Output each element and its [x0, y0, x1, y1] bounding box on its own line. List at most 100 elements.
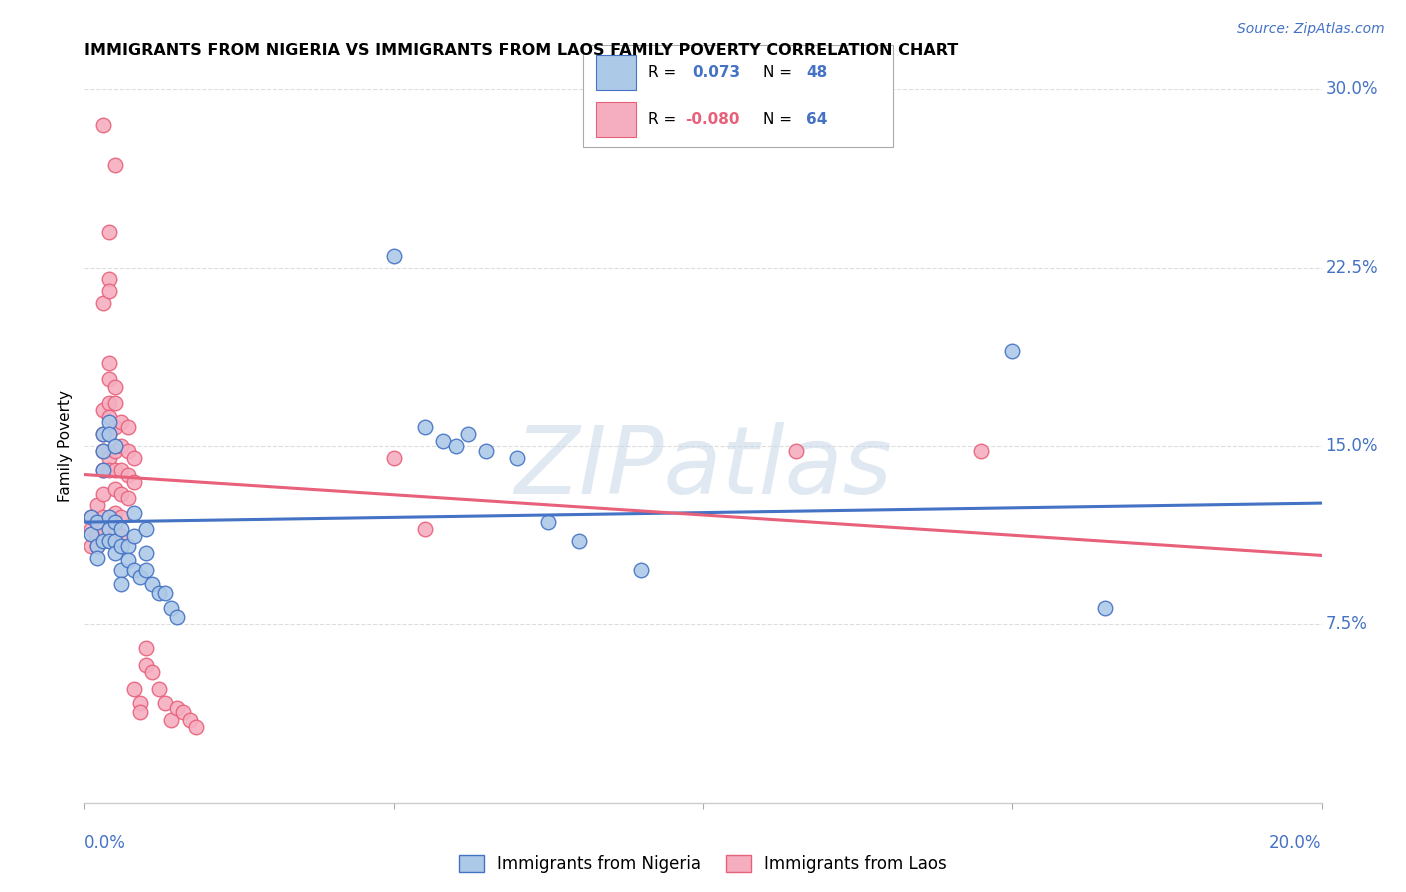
Point	[98, 396, 121, 410]
Point	[457, 427, 479, 442]
Text: R =: R =	[648, 65, 676, 79]
Point	[86, 515, 108, 529]
Text: 30.0%: 30.0%	[1326, 80, 1378, 98]
Point	[91, 443, 114, 458]
Point	[110, 486, 132, 500]
Point	[91, 118, 114, 132]
Text: Source: ZipAtlas.com: Source: ZipAtlas.com	[1237, 22, 1385, 37]
Point	[970, 443, 993, 458]
Point	[413, 522, 436, 536]
Point	[98, 410, 121, 425]
Point	[110, 415, 132, 429]
Point	[506, 450, 529, 465]
Point	[166, 610, 188, 624]
Point	[104, 522, 127, 536]
Point	[79, 539, 101, 553]
Point	[122, 681, 145, 696]
Point	[153, 586, 176, 600]
Text: 20.0%: 20.0%	[1270, 834, 1322, 852]
Point	[129, 570, 152, 584]
Point	[117, 420, 139, 434]
Point	[104, 546, 127, 560]
Point	[91, 463, 114, 477]
Point	[141, 665, 163, 679]
Point	[382, 249, 405, 263]
Y-axis label: Family Poverty: Family Poverty	[58, 390, 73, 502]
Point	[110, 563, 132, 577]
Point	[91, 427, 114, 442]
Point	[129, 696, 152, 710]
Point	[91, 403, 114, 417]
Point	[413, 420, 436, 434]
Point	[160, 600, 183, 615]
Point	[444, 439, 467, 453]
Point	[432, 434, 454, 449]
Point	[86, 550, 108, 565]
Point	[135, 546, 157, 560]
Point	[98, 225, 121, 239]
Text: ZIPatlas: ZIPatlas	[515, 422, 891, 513]
Point	[179, 713, 201, 727]
Text: R =: R =	[648, 112, 676, 127]
Point	[172, 706, 194, 720]
Point	[91, 486, 114, 500]
Point	[110, 539, 132, 553]
Point	[104, 420, 127, 434]
Point	[104, 379, 127, 393]
Point	[104, 515, 127, 529]
Text: 22.5%: 22.5%	[1326, 259, 1378, 277]
Point	[98, 285, 121, 299]
Point	[104, 463, 127, 477]
Point	[135, 657, 157, 672]
Point	[79, 527, 101, 541]
Point	[110, 522, 132, 536]
Point	[98, 534, 121, 549]
Point	[184, 720, 207, 734]
Point	[148, 586, 170, 600]
Point	[79, 522, 101, 536]
Point	[86, 539, 108, 553]
Point	[153, 696, 176, 710]
Point	[122, 506, 145, 520]
Point	[135, 522, 157, 536]
Point	[568, 534, 591, 549]
Point	[86, 499, 108, 513]
Point	[537, 515, 560, 529]
Point	[148, 681, 170, 696]
Point	[135, 641, 157, 656]
Point	[122, 450, 145, 465]
Point	[110, 510, 132, 524]
Text: 48: 48	[806, 65, 828, 79]
Point	[104, 396, 127, 410]
Point	[117, 553, 139, 567]
FancyBboxPatch shape	[583, 45, 893, 147]
Point	[98, 510, 121, 524]
Point	[86, 539, 108, 553]
Point	[475, 443, 498, 458]
Point	[110, 463, 132, 477]
Point	[98, 415, 121, 429]
Text: 0.073: 0.073	[692, 65, 740, 79]
Point	[122, 475, 145, 489]
Point	[98, 450, 121, 465]
Point	[110, 529, 132, 543]
Text: IMMIGRANTS FROM NIGERIA VS IMMIGRANTS FROM LAOS FAMILY POVERTY CORRELATION CHART: IMMIGRANTS FROM NIGERIA VS IMMIGRANTS FR…	[84, 43, 959, 58]
Point	[160, 713, 183, 727]
Point	[110, 577, 132, 591]
Point	[104, 534, 127, 549]
Point	[98, 522, 121, 536]
Point	[117, 443, 139, 458]
Point	[98, 356, 121, 370]
Point	[1001, 343, 1024, 358]
Point	[104, 506, 127, 520]
Text: 7.5%: 7.5%	[1326, 615, 1367, 633]
Point	[1094, 600, 1116, 615]
Point	[98, 427, 121, 442]
Text: 15.0%: 15.0%	[1326, 437, 1378, 455]
Point	[117, 467, 139, 482]
Text: N =: N =	[763, 65, 792, 79]
Point	[86, 529, 108, 543]
Point	[382, 450, 405, 465]
Point	[91, 427, 114, 442]
Point	[104, 158, 127, 172]
